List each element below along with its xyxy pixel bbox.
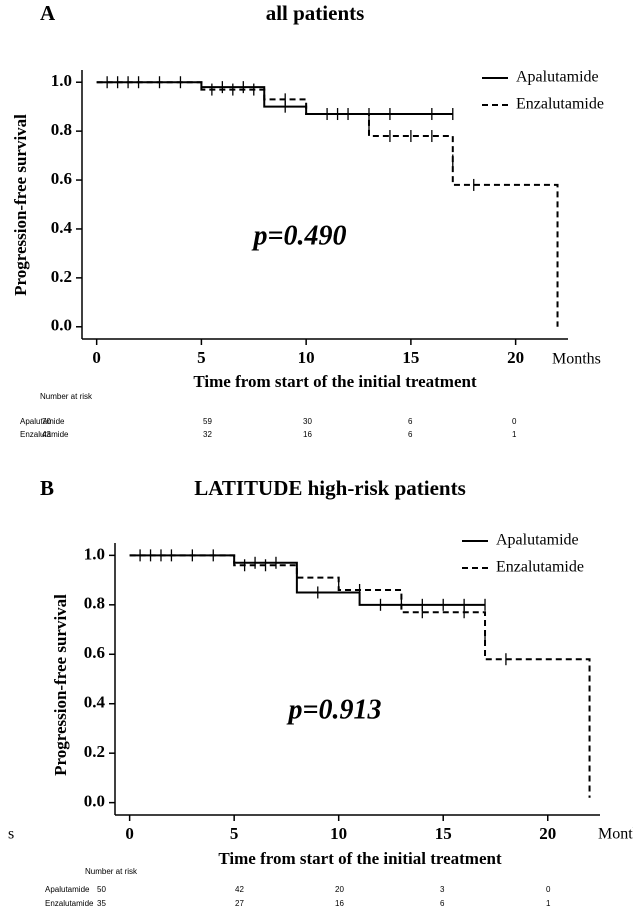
risk-value: 1: [512, 430, 517, 439]
x-tick-label: 10: [330, 824, 347, 843]
x-tick-label: 5: [230, 824, 239, 843]
y-tick-label: 0.4: [51, 218, 73, 237]
y-tick-label: 1.0: [84, 544, 105, 563]
survival-curve: [96, 81, 559, 327]
risk-value: 16: [335, 899, 344, 908]
risk-value: 1: [546, 899, 551, 908]
x-tick-label: 0: [125, 824, 134, 843]
risk-row-name: Apalutamide: [20, 417, 65, 426]
y-tick-label: 0.6: [51, 169, 72, 188]
x-tick-label: 20: [507, 348, 524, 367]
p-value: p=0.490: [252, 220, 347, 251]
risk-value: 16: [303, 430, 312, 439]
x-tick-label: 10: [298, 348, 315, 367]
risk-row-name: Apalutamide: [45, 885, 90, 894]
risk-value: 35: [97, 899, 106, 908]
x-tick-label: 15: [402, 348, 419, 367]
y-tick-label: 1.0: [51, 71, 72, 90]
risk-value: 0: [546, 885, 551, 894]
p-value: p=0.913: [287, 694, 382, 725]
chart-title: LATITUDE high-risk patients: [194, 476, 466, 500]
risk-table-title: Number at risk: [85, 867, 138, 876]
legend-label: Enzalutamide: [516, 96, 604, 113]
risk-value: 6: [440, 899, 445, 908]
risk-value: 0: [512, 417, 517, 426]
legend-label: Enzalutamide: [496, 559, 584, 576]
risk-value: 6: [408, 430, 413, 439]
x-unit-label: Months: [552, 351, 601, 368]
risk-value: 3: [440, 885, 445, 894]
y-axis-label: Progression-free survival: [11, 114, 30, 296]
y-tick-label: 0.8: [51, 120, 72, 139]
legend-label: Apalutamide: [496, 532, 579, 549]
chart-title: all patients: [266, 1, 365, 25]
x-tick-label: 0: [92, 348, 101, 367]
panel-label: B: [40, 476, 54, 500]
legend-label: Apalutamide: [516, 69, 599, 86]
panel-label: A: [40, 1, 56, 25]
x-axis-label: Time from start of the initial treatment: [193, 372, 477, 391]
risk-value: 32: [203, 430, 212, 439]
y-tick-label: 0.6: [84, 643, 105, 662]
risk-row-name: Enzalutamide: [45, 899, 94, 908]
y-tick-label: 0.2: [51, 267, 72, 286]
y-tick-label: 0.0: [51, 316, 72, 335]
x-axis-label: Time from start of the initial treatment: [218, 849, 502, 868]
x-tick-label: 5: [197, 348, 206, 367]
y-tick-label: 0.8: [84, 594, 105, 613]
survival-curve: [129, 554, 486, 606]
x-tick-label: 15: [435, 824, 452, 843]
risk-row-name: Enzalutamide: [20, 430, 69, 439]
risk-table-title: Number at risk: [40, 392, 93, 401]
x-tick-label: 20: [539, 824, 556, 843]
risk-value: 42: [235, 885, 244, 894]
risk-value: 6: [408, 417, 413, 426]
risk-value: 27: [235, 899, 244, 908]
y-tick-label: 0.0: [84, 792, 105, 811]
risk-value: 50: [97, 885, 106, 894]
risk-value: 59: [203, 417, 212, 426]
x-unit-label: Months: [598, 826, 633, 843]
risk-value: 30: [303, 417, 312, 426]
side-mark: s: [8, 826, 14, 843]
survival-curve: [96, 81, 453, 116]
y-axis-label: Progression-free survival: [51, 594, 70, 776]
y-tick-label: 0.2: [84, 742, 105, 761]
risk-value: 70: [42, 417, 51, 426]
risk-value: 20: [335, 885, 344, 894]
y-tick-label: 0.4: [84, 693, 106, 712]
risk-value: 43: [42, 430, 51, 439]
